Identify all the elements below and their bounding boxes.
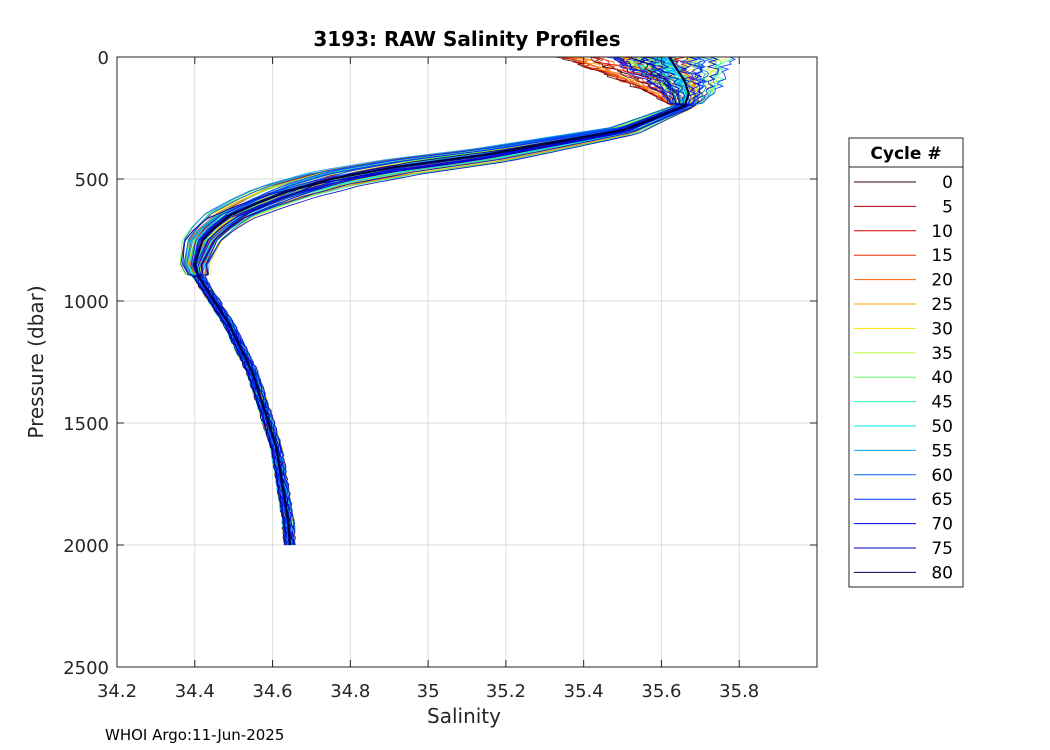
x-tick-label: 34.4 [175, 681, 215, 702]
legend-entry-label: 10 [931, 222, 953, 242]
legend-title: Cycle # [870, 144, 941, 164]
legend-entry-label: 75 [931, 539, 953, 559]
legend-entry-label: 0 [942, 173, 953, 193]
legend-entry-label: 70 [931, 515, 953, 535]
legend-entry-label: 5 [942, 197, 953, 217]
legend-entry-label: 60 [931, 466, 953, 486]
footer-credit: WHOI Argo:11-Jun-2025 [105, 726, 285, 744]
x-axis-ticks: 34.2 34.4 34.6 34.8 35 35.2 35.4 35.6 35.8 [97, 57, 759, 702]
profile-line [204, 56, 697, 546]
x-tick-label: 35.4 [564, 681, 604, 702]
legend-box [848, 137, 964, 588]
legend-entry-label: 45 [931, 393, 953, 413]
profile-line [193, 56, 700, 546]
legend-entry-label: 30 [931, 319, 953, 339]
legend-entries: 0 5 10 15 20 25 30 35 40 45 50 55 60 65 70 75 80 [854, 173, 953, 583]
legend-entry-label: 15 [931, 246, 953, 266]
y-axis-ticks: 0 500 1000 1500 2000 2500 [63, 48, 817, 679]
legend-entry-label: 50 [931, 417, 953, 437]
y-tick-label: 1000 [63, 292, 109, 313]
x-tick-label: 35 [417, 681, 440, 702]
x-tick-label: 35.6 [641, 681, 681, 702]
chart-title: 3193: RAW Salinity Profiles [313, 27, 620, 51]
mean-profile-line [193, 56, 690, 546]
legend-entry-label: 20 [931, 271, 953, 291]
x-tick-label: 34.2 [97, 681, 137, 702]
profiles-group [179, 56, 737, 546]
y-tick-label: 2000 [63, 536, 109, 557]
legend: Cycle # 0 5 10 15 20 25 30 35 40 45 50 55 60 65 70 75 80 [848, 137, 964, 588]
y-tick-label: 0 [98, 48, 109, 69]
y-tick-label: 2500 [63, 658, 109, 679]
legend-entry-label: 65 [931, 490, 953, 510]
y-tick-label: 1500 [63, 414, 109, 435]
profile-line [191, 56, 689, 546]
profile-line [198, 56, 694, 390]
y-axis-label: Pressure (dbar) [24, 285, 48, 438]
x-tick-label: 34.6 [253, 681, 293, 702]
legend-entry-label: 55 [931, 441, 953, 461]
x-tick-label: 35.2 [486, 681, 526, 702]
legend-entry-label: 40 [931, 368, 953, 388]
x-tick-label: 35.8 [719, 681, 759, 702]
legend-entry-label: 80 [931, 563, 953, 583]
x-tick-label: 34.8 [330, 681, 370, 702]
plot-area [117, 57, 817, 667]
x-axis-label: Salinity [427, 704, 501, 728]
y-tick-label: 500 [75, 170, 109, 191]
legend-entry-label: 25 [931, 295, 953, 315]
plot-frame [116, 56, 818, 668]
legend-entry-label: 35 [931, 344, 953, 364]
